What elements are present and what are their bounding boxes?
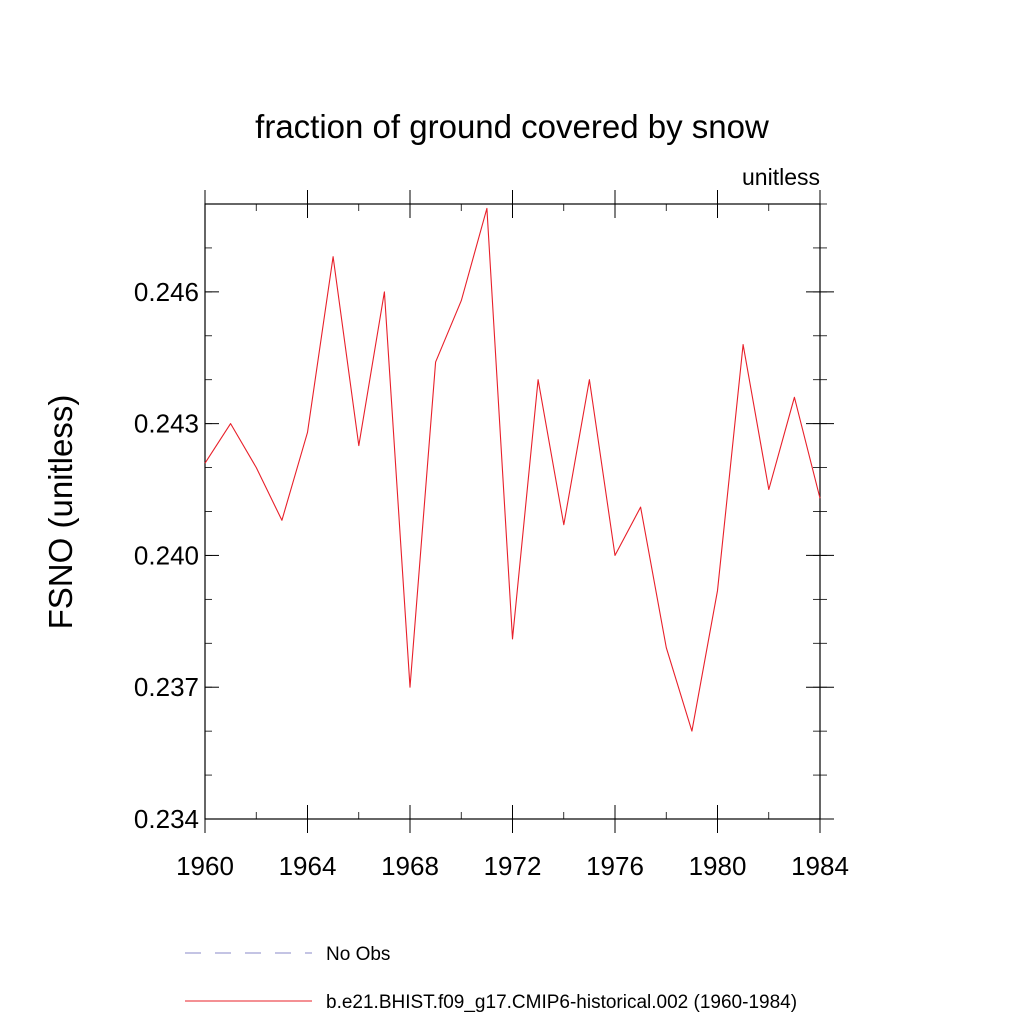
y-axis-label: FSNO (unitless): [42, 395, 79, 630]
plot-frame: [204, 203, 821, 820]
x-tick-label: 1972: [484, 851, 542, 881]
chart-title: fraction of ground covered by snow: [255, 108, 769, 145]
series-layer: [204, 207, 821, 732]
chart-subtitle: unitless: [742, 164, 820, 190]
x-tick-label: 1968: [381, 851, 439, 881]
x-tick-label: 1976: [586, 851, 644, 881]
y-tick-label: 0.234: [134, 804, 199, 834]
x-axis-ticks: 1960 1964 1968 1972 1976 1980 1984: [176, 190, 849, 881]
y-tick-label: 0.237: [134, 672, 199, 702]
legend-label: b.e21.BHIST.f09_g17.CMIP6-historical.002…: [326, 992, 797, 1013]
y-tick-label: 0.243: [134, 409, 199, 439]
x-tick-label: 1984: [791, 851, 849, 881]
series-line: [204, 207, 821, 732]
y-tick-label: 0.246: [134, 277, 199, 307]
x-tick-label: 1980: [689, 851, 747, 881]
x-tick-label: 1960: [176, 851, 234, 881]
legend: No Obs b.e21.BHIST.f09_g17.CMIP6-historic…: [185, 944, 797, 1013]
legend-label: No Obs: [326, 944, 390, 965]
x-tick-label: 1964: [279, 851, 337, 881]
y-tick-label: 0.240: [134, 540, 199, 570]
y-axis-ticks: 0.234 0.237 0.240 0.243 0.246: [134, 203, 834, 834]
